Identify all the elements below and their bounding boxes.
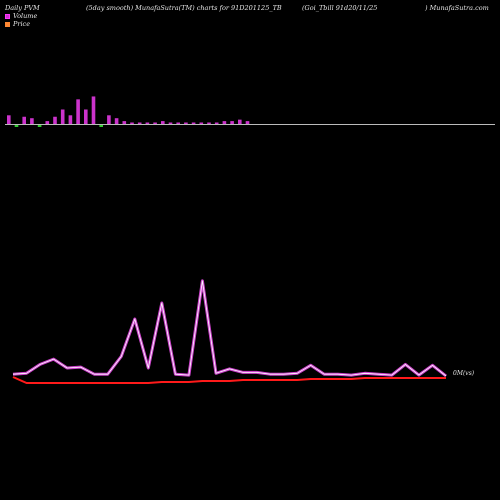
volume-bar <box>238 119 242 124</box>
volume-bar <box>191 122 196 124</box>
volume-bar <box>122 121 127 124</box>
volume-bar <box>145 122 150 124</box>
volume-bar <box>99 124 103 127</box>
volume-bar <box>114 118 119 124</box>
volume-line <box>12 280 447 377</box>
end-label: 0M(vs) <box>453 370 475 377</box>
volume-bar <box>76 99 80 124</box>
volume-bar <box>168 122 173 124</box>
volume-bar <box>107 115 111 124</box>
volume-bar <box>222 121 227 124</box>
volume-bar <box>137 122 142 124</box>
volume-bar <box>214 122 219 124</box>
chart-header-site: ) MunafaSutra.com <box>425 4 489 12</box>
legend-price: Price <box>5 20 30 28</box>
volume-bar <box>161 121 165 124</box>
legend-volume-label: Volume <box>13 12 38 20</box>
volume-bar <box>53 116 57 124</box>
price-line <box>12 376 446 384</box>
volume-bar <box>22 116 26 124</box>
volume-bar <box>84 109 88 124</box>
volume-bar <box>207 122 211 124</box>
volume-bar <box>230 121 234 124</box>
legend-volume: Volume <box>5 12 37 20</box>
volume-bar <box>37 124 42 127</box>
volume-bar <box>14 124 19 127</box>
chart-header-title: (5day smooth) MunafaSutra(TM) charts for… <box>86 4 282 12</box>
legend-price-label: Price <box>13 20 31 28</box>
volume-bar <box>45 121 50 124</box>
volume-bars <box>7 96 250 127</box>
volume-bar <box>30 118 34 124</box>
volume-price-lines <box>12 279 447 384</box>
volume-bar <box>91 96 96 124</box>
volume-bar <box>245 121 250 124</box>
volume-bar <box>184 122 188 124</box>
legend-volume-swatch <box>5 13 10 19</box>
chart-header-symbol: (Goi_Tbill 91d20/11/25 <box>302 4 378 12</box>
chart-header-left: Daily PVM <box>5 4 40 12</box>
volume-bar <box>60 109 65 124</box>
volume-bar <box>153 122 157 124</box>
volume-line-outline <box>12 279 447 378</box>
volume-bar <box>199 122 204 124</box>
volume-bar <box>68 115 73 124</box>
legend-price-swatch <box>5 21 10 27</box>
volume-bar <box>176 122 180 124</box>
volume-bar <box>130 122 134 124</box>
volume-bar <box>7 115 11 124</box>
